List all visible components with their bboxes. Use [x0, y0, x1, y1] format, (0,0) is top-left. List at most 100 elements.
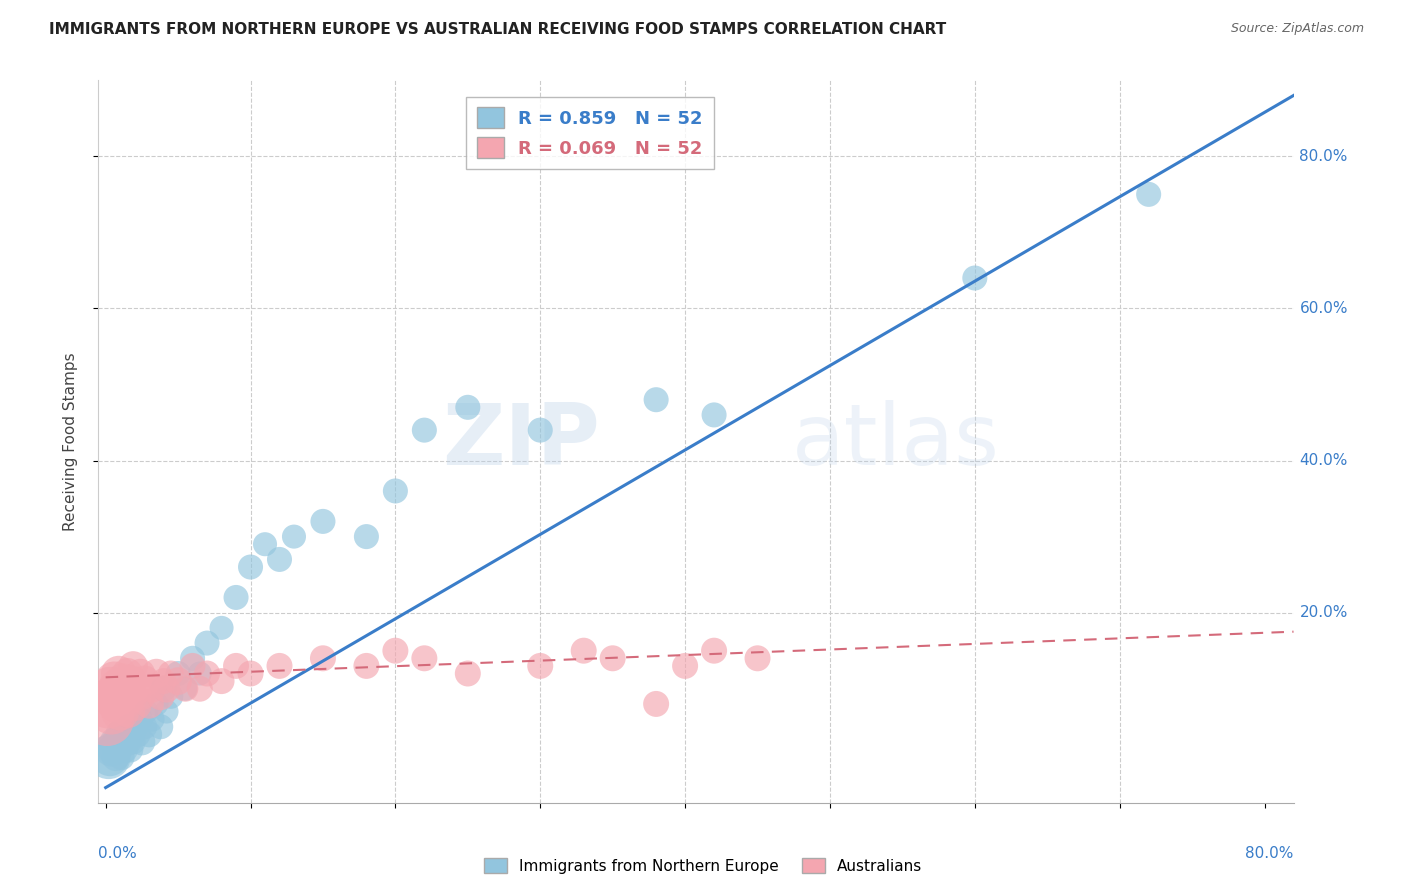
- Point: [107, 666, 129, 681]
- Legend: R = 0.859   N = 52, R = 0.069   N = 52: R = 0.859 N = 52, R = 0.069 N = 52: [465, 96, 714, 169]
- Text: 60.0%: 60.0%: [1299, 301, 1348, 316]
- Point: [195, 636, 218, 650]
- Point: [529, 423, 551, 437]
- Point: [110, 750, 132, 764]
- Point: [114, 742, 136, 756]
- Legend: Immigrants from Northern Europe, Australians: Immigrants from Northern Europe, Austral…: [478, 852, 928, 880]
- Point: [108, 705, 131, 719]
- Point: [167, 666, 190, 681]
- Text: ZIP: ZIP: [443, 400, 600, 483]
- Point: [122, 659, 145, 673]
- Point: [141, 712, 163, 726]
- Point: [134, 674, 156, 689]
- Point: [122, 735, 145, 749]
- Point: [673, 659, 696, 673]
- Point: [149, 690, 172, 704]
- Point: [103, 674, 125, 689]
- Point: [239, 666, 262, 681]
- Point: [239, 560, 262, 574]
- Point: [356, 659, 378, 673]
- Point: [602, 651, 624, 665]
- Text: Source: ZipAtlas.com: Source: ZipAtlas.com: [1230, 22, 1364, 36]
- Point: [104, 697, 127, 711]
- Point: [121, 727, 143, 741]
- Point: [269, 659, 291, 673]
- Point: [129, 712, 152, 726]
- Point: [103, 735, 125, 749]
- Point: [104, 750, 127, 764]
- Point: [1137, 187, 1160, 202]
- Point: [145, 697, 167, 711]
- Point: [107, 742, 129, 756]
- Text: 80.0%: 80.0%: [1299, 149, 1348, 164]
- Point: [138, 727, 160, 741]
- Point: [112, 674, 135, 689]
- Point: [963, 271, 986, 285]
- Point: [225, 659, 247, 673]
- Point: [181, 659, 204, 673]
- Point: [124, 720, 146, 734]
- Point: [225, 591, 247, 605]
- Point: [96, 712, 118, 726]
- Point: [413, 423, 436, 437]
- Point: [155, 681, 177, 696]
- Point: [98, 750, 121, 764]
- Point: [413, 651, 436, 665]
- Point: [269, 552, 291, 566]
- Text: 40.0%: 40.0%: [1299, 453, 1348, 468]
- Point: [211, 674, 233, 689]
- Point: [117, 666, 139, 681]
- Point: [384, 643, 406, 657]
- Point: [120, 690, 142, 704]
- Point: [188, 666, 211, 681]
- Point: [283, 530, 305, 544]
- Point: [155, 705, 177, 719]
- Point: [457, 666, 479, 681]
- Point: [134, 720, 156, 734]
- Point: [645, 392, 668, 407]
- Point: [141, 681, 163, 696]
- Point: [703, 643, 725, 657]
- Text: 0.0%: 0.0%: [98, 847, 138, 861]
- Point: [117, 735, 139, 749]
- Text: 20.0%: 20.0%: [1299, 605, 1348, 620]
- Point: [101, 742, 124, 756]
- Text: atlas: atlas: [792, 400, 1000, 483]
- Point: [457, 401, 479, 415]
- Y-axis label: Receiving Food Stamps: Receiving Food Stamps: [63, 352, 77, 531]
- Point: [115, 681, 138, 696]
- Point: [110, 690, 132, 704]
- Point: [97, 697, 120, 711]
- Point: [188, 681, 211, 696]
- Point: [645, 697, 668, 711]
- Point: [98, 681, 121, 696]
- Point: [121, 674, 143, 689]
- Point: [118, 720, 141, 734]
- Point: [211, 621, 233, 635]
- Point: [160, 690, 183, 704]
- Point: [127, 681, 149, 696]
- Point: [115, 727, 138, 741]
- Point: [101, 690, 124, 704]
- Point: [703, 408, 725, 422]
- Point: [195, 666, 218, 681]
- Point: [131, 735, 153, 749]
- Point: [152, 681, 174, 696]
- Point: [312, 651, 335, 665]
- Point: [105, 735, 128, 749]
- Point: [97, 750, 120, 764]
- Point: [127, 727, 149, 741]
- Point: [100, 705, 122, 719]
- Point: [174, 681, 197, 696]
- Point: [149, 720, 172, 734]
- Point: [131, 690, 153, 704]
- Point: [129, 666, 152, 681]
- Point: [253, 537, 276, 551]
- Point: [145, 666, 167, 681]
- Point: [124, 697, 146, 711]
- Point: [100, 742, 122, 756]
- Point: [174, 681, 197, 696]
- Point: [312, 515, 335, 529]
- Point: [356, 530, 378, 544]
- Point: [114, 697, 136, 711]
